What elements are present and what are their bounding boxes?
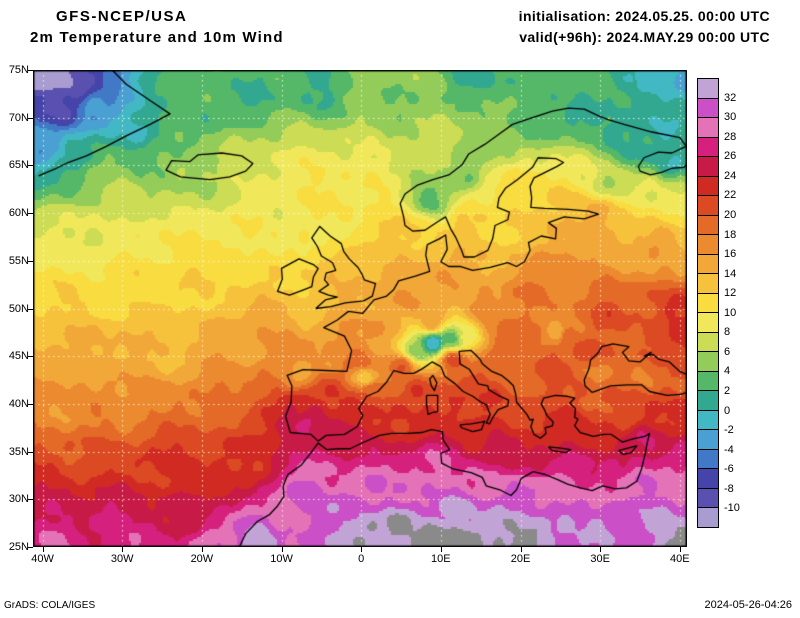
colorbar-tick-label: 2: [724, 385, 731, 398]
valid-time-label: valid(+96h): 2024.MAY.29 00:00 UTC: [519, 29, 770, 45]
lat-tick-label: 75N: [8, 64, 29, 76]
lat-tick-mark: [28, 118, 33, 119]
colorbar-tick-label: -2: [724, 424, 734, 437]
lon-tick-label: 20E: [510, 553, 531, 565]
lon-tick-mark: [680, 547, 681, 552]
colorbar-tick-label: -10: [724, 502, 740, 515]
colorbar-tick-label: 0: [724, 404, 731, 417]
colorbar-tick-label: 26: [724, 150, 737, 163]
lat-tick-label: 45N: [8, 350, 29, 363]
colorbar-tick-label: 8: [724, 326, 731, 339]
model-title: GFS-NCEP/USA: [56, 8, 188, 25]
lat-tick-mark: [28, 70, 33, 71]
colorbar-tick-label: 6: [724, 345, 731, 358]
lon-tick-mark: [441, 547, 442, 552]
colorbar-segment: [697, 370, 719, 392]
colorbar-tick-label: 24: [724, 169, 737, 182]
lon-tick-mark: [122, 547, 123, 552]
colorbar-tick-label: -8: [724, 482, 734, 495]
lat-tick-label: 55N: [8, 254, 29, 267]
init-time-label: initialisation: 2024.05.25. 00:00 UTC: [518, 8, 770, 24]
lon-tick-mark: [361, 547, 362, 552]
colorbar-tick-label: 12: [724, 287, 737, 300]
colorbar-segment: [697, 273, 719, 294]
colorbar-tick-label: 28: [724, 130, 737, 143]
lat-tick-mark: [28, 404, 33, 405]
colorbar-segment: [697, 448, 719, 470]
lat-tick-mark: [28, 213, 33, 214]
colorbar-tick-label: 30: [724, 111, 737, 124]
colorbar-segment: [697, 175, 719, 197]
lat-tick-mark: [28, 261, 33, 262]
lon-tick-mark: [282, 547, 283, 552]
colorbar-segment: [697, 351, 719, 372]
lat-tick-label: 25N: [8, 541, 29, 553]
colorbar-segment: [697, 156, 719, 177]
colorbar-tick-label: 14: [724, 267, 737, 280]
colorbar-tick-label: 22: [724, 189, 737, 202]
colorbar-segment: [697, 97, 719, 119]
colorbar-segment: [697, 507, 719, 528]
colorbar-segment: [697, 195, 719, 216]
product-title: 2m Temperature and 10m Wind: [30, 29, 284, 46]
grads-credit: GrADS: COLA/IGES: [4, 600, 96, 611]
lat-tick-mark: [28, 309, 33, 310]
lon-tick-mark: [600, 547, 601, 552]
lat-tick-mark: [28, 547, 33, 548]
colorbar-segment: [697, 409, 719, 431]
lon-tick-mark: [202, 547, 203, 552]
colorbar-tick-label: -4: [724, 443, 734, 456]
colorbar-segment: [697, 487, 719, 509]
lon-tick-label: 30E: [590, 553, 610, 565]
colorbar-segment: [697, 331, 719, 353]
lon-tick-mark: [521, 547, 522, 552]
colorbar-segment: [697, 253, 719, 275]
temperature-colorbar: [697, 78, 719, 528]
colorbar-segment: [697, 136, 719, 158]
colorbar-segment: [697, 468, 719, 489]
lon-tick-label: 10E: [431, 553, 451, 565]
lon-tick-label: 10W: [270, 553, 293, 565]
colorbar-tick-label: 18: [724, 228, 737, 241]
lon-tick-label: 40W: [31, 553, 54, 565]
colorbar-tick-label: -6: [724, 463, 734, 476]
colorbar-tick-label: 10: [724, 306, 737, 319]
colorbar-tick-label: 16: [724, 248, 737, 261]
colorbar-segment: [697, 214, 719, 236]
generation-timestamp: 2024-05-26-04:26: [704, 599, 792, 611]
lon-tick-label: 30W: [110, 553, 134, 565]
lat-tick-label: 40N: [8, 397, 29, 410]
lon-tick-label: 0: [358, 553, 365, 565]
colorbar-tick-label: 32: [724, 91, 737, 104]
lat-tick-label: 60N: [8, 207, 29, 220]
lat-tick-mark: [28, 499, 33, 500]
colorbar-segment: [697, 292, 719, 314]
lat-tick-label: 50N: [8, 302, 29, 315]
colorbar-segment: [697, 78, 719, 99]
colorbar-segment: [697, 429, 719, 450]
colorbar-segment: [697, 390, 719, 411]
colorbar-tick-label: 4: [724, 365, 731, 378]
lat-tick-label: 30N: [8, 493, 29, 506]
colorbar-segment: [697, 117, 719, 138]
lat-tick-label: 70N: [8, 111, 29, 124]
lat-tick-label: 35N: [8, 445, 29, 458]
temperature-map-canvas: [33, 70, 687, 547]
lat-tick-mark: [28, 356, 33, 357]
lon-tick-label: 40E: [670, 553, 690, 565]
lat-tick-label: 65N: [8, 159, 29, 172]
lon-tick-label: 20W: [190, 553, 214, 565]
colorbar-tick-label: 20: [724, 208, 737, 221]
lon-tick-mark: [43, 547, 44, 552]
lat-tick-mark: [28, 165, 33, 166]
colorbar-segment: [697, 234, 719, 255]
colorbar-segment: [697, 312, 719, 333]
lat-tick-mark: [28, 452, 33, 453]
